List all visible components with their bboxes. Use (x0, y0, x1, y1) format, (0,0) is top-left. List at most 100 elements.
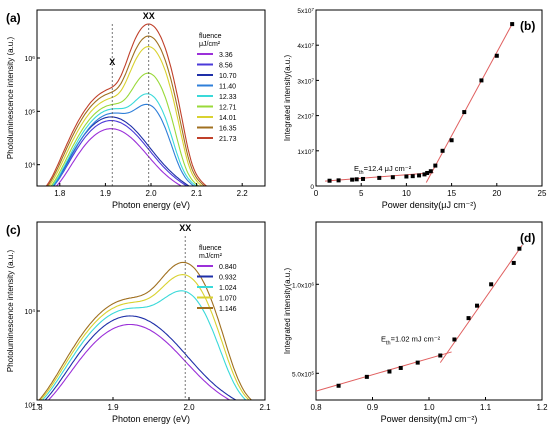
panel-a-legend-label-1: 8.56 (219, 63, 233, 70)
panel-b-ytick-label-2-base: 2x10 (297, 114, 311, 121)
panel-a-ytick-label-2: 106 (24, 55, 35, 64)
panel-a-legend-label-3: 11.40 (219, 84, 236, 91)
panel-c-peak-label-0: XX (179, 223, 191, 233)
panel-d-ytick-label-1-base: 1.0x10 (292, 282, 312, 289)
panel-b-point-15 (449, 138, 454, 143)
panel-a-series-8 (45, 23, 208, 186)
panel-d-threshold-label: Eth=1.02 mJ cm⁻² (381, 334, 441, 346)
panel-d-point-10 (511, 260, 516, 265)
panel-b-point-12 (428, 169, 433, 174)
panel-a-ylabel: Photoluminescence intensity (a.u.) (6, 37, 15, 160)
panel-b-ytick-label-5-exp: 7 (311, 7, 314, 12)
panel-b-point-14 (440, 148, 445, 153)
panel-a-ytick-label-0-base: 10 (24, 163, 32, 170)
panel-b-threshold-rest: =12.4 μJ cm⁻² (364, 164, 412, 173)
panel-b-ytick-label-3-exp: 7 (311, 77, 314, 82)
panel-a-xtick-label-3: 2.1 (191, 189, 203, 198)
panel-c-legend-label-3: 1.070 (219, 296, 237, 303)
panel-a-legend-label-5: 12.71 (219, 105, 237, 112)
panel-b-ytick-label-0: 0 (310, 184, 314, 191)
panel-c-ylabel: Photoluminescence intensity (a.u.) (6, 250, 15, 373)
panel-b-point-16 (462, 110, 467, 115)
panel-b-ytick-label-5: 5x107 (297, 7, 314, 16)
panel-a-legend-label-8: 21.73 (219, 136, 237, 143)
panel-d: 0.8 0.9 1.0 1.1 1.2 5.0x105 1.0x106 Eth=1.02 mJ… (283, 221, 548, 424)
panel-c-xtick-label-1: 1.9 (107, 403, 119, 412)
panel-b-ylabel: Integrated intensity(a.u.) (283, 55, 292, 142)
panel-c-legend-label-2: 1.024 (219, 285, 237, 292)
panel-d-xtick-label-2: 1.0 (423, 403, 435, 412)
panel-b-ytick-label-1-exp: 7 (311, 147, 314, 152)
panel-a-xlabel: Photon energy (eV) (112, 200, 190, 210)
panel-d-fit-line-0 (315, 351, 452, 392)
panel-b-ytick-label-1-base: 1x10 (297, 149, 311, 156)
panel-c-legend-title: fluence (199, 245, 222, 252)
panel-d-xtick-label-3: 1.1 (480, 403, 492, 412)
panel-b-point-3 (354, 177, 359, 182)
panel-c-legend-unit: mJ/cm² (199, 253, 223, 260)
panel-d-ytick-label-1: 1.0x106 (292, 281, 315, 290)
panel-b-xtick-label-0: 0 (314, 189, 319, 198)
panel-d-point-6 (452, 337, 457, 342)
panel-b-point-5 (377, 175, 382, 180)
panel-b-threshold-label: Eth=12.4 μJ cm⁻² (354, 164, 412, 176)
panel-a-xtick-label-2: 2.0 (145, 189, 157, 198)
panel-a-legend-unit: μJ/cm² (199, 41, 221, 48)
panel-a-legend-label-2: 10.70 (219, 73, 237, 80)
panel-a-legend-label-4: 12.33 (219, 94, 237, 101)
panel-d-point-3 (398, 365, 403, 370)
panel-c-label: (c) (6, 223, 21, 237)
panel-a-series-4 (51, 93, 198, 186)
panel-a-series-6 (48, 46, 203, 186)
panel-c-xtick-label-2: 2.0 (183, 403, 195, 412)
panel-b-point-7 (404, 174, 409, 179)
panel-b-label: (b) (520, 19, 535, 33)
panel-d-ytick-label-0-exp: 5 (311, 370, 314, 375)
panel-d-point-1 (364, 374, 369, 379)
panel-d-point-8 (475, 303, 480, 308)
panel-b-ytick-label-5-base: 5x10 (297, 8, 311, 15)
panel-c-legend-label-4: 1.146 (219, 306, 237, 313)
panel-c-xtick-label-0: 1.8 (31, 403, 43, 412)
panel-a-ytick-label-0: 104 (24, 161, 35, 170)
panel-c-ytick-label-1-base: 10 (24, 309, 32, 316)
panel-b-ytick-label-2: 2x107 (297, 112, 314, 121)
panel-c-legend-label-0: 0.840 (219, 264, 237, 271)
panel-c-xtick-label-3: 2.1 (259, 403, 271, 412)
panel-b-point-6 (390, 175, 395, 180)
panel-b-point-13 (433, 163, 438, 168)
panel-c-series-1 (44, 315, 237, 400)
panel-d-point-0 (336, 383, 341, 388)
panel-d-xtick-label-0: 0.8 (310, 403, 322, 412)
panel-a-xtick-label-0: 1.8 (54, 189, 66, 198)
panel-b-point-18 (494, 53, 499, 58)
panel-d-threshold-sub: th (386, 340, 391, 346)
panel-d-ylabel: Integrated intensity(a.u.) (283, 268, 292, 355)
panel-b-point-19 (510, 22, 515, 27)
panel-b-point-10 (422, 172, 427, 177)
panel-a-peak-label-1: XX (143, 11, 155, 21)
panel-b-ytick-label-4-base: 4x10 (297, 43, 311, 50)
panel-d-threshold-rest: =1.02 mJ cm⁻² (391, 334, 441, 343)
panel-a-series-7 (46, 35, 206, 186)
panel-d-point-11 (517, 246, 522, 251)
panel-b-xlabel: Power density(μJ cm⁻²) (382, 200, 476, 210)
panel-d-xlabel: Power density(mJ cm⁻²) (381, 414, 478, 424)
panel-b-frame (315, 9, 543, 187)
panel-b-ytick-label-0-base: 0 (310, 184, 314, 191)
panel-d-point-4 (415, 360, 420, 365)
panel-d-xtick-label-4: 1.2 (536, 403, 548, 412)
panel-b-xtick-label-2: 10 (402, 189, 411, 198)
panel-a-series-0 (55, 128, 183, 186)
panel-b-point-11 (425, 170, 430, 175)
panel-b-point-1 (336, 178, 341, 183)
panel-d-point-2 (387, 369, 392, 374)
panel-a-legend-label-6: 14.01 (219, 115, 237, 122)
panel-a-series-5 (50, 72, 200, 186)
panel-b-point-2 (350, 177, 355, 182)
panel-a-label: (a) (6, 11, 21, 25)
panel-b-fit-line-1 (425, 22, 514, 183)
panel-b-threshold-sub: th (359, 170, 364, 176)
panel-b-xtick-label-3: 15 (447, 189, 456, 198)
